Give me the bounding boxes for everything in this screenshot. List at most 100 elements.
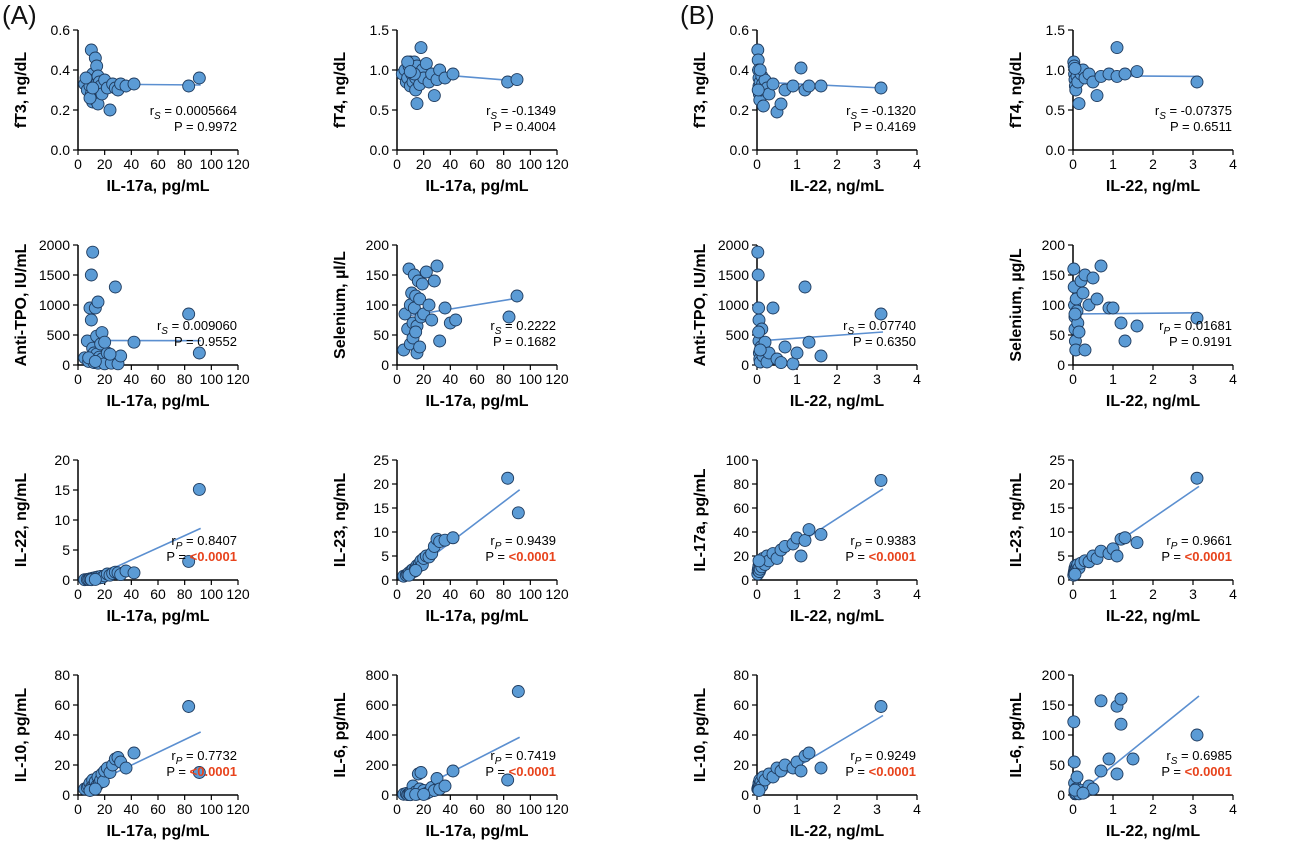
y-tick-label: 0.5 bbox=[370, 102, 390, 118]
data-point bbox=[778, 340, 792, 354]
y-tick-label: 0 bbox=[741, 572, 749, 588]
y-tick-label: 50 bbox=[1049, 327, 1065, 343]
p-value: P = 0.9552 bbox=[174, 334, 237, 349]
correlation-stat: rP = 0.9661 bbox=[1166, 533, 1232, 552]
data-point bbox=[1070, 770, 1084, 784]
data-point bbox=[410, 97, 424, 111]
data-point bbox=[1068, 567, 1082, 581]
data-point bbox=[192, 482, 206, 496]
x-tick-label: 2 bbox=[1149, 801, 1157, 817]
y-tick-label: 20 bbox=[733, 548, 749, 564]
data-point bbox=[1190, 728, 1204, 742]
data-point bbox=[419, 265, 433, 279]
data-point bbox=[419, 57, 433, 71]
y-tick-label: 1500 bbox=[718, 267, 749, 283]
correlation-stat: rP = 0.8407 bbox=[171, 533, 237, 552]
data-point bbox=[430, 259, 444, 273]
data-point bbox=[1068, 307, 1082, 321]
data-point bbox=[413, 292, 427, 306]
y-tick-label: 60 bbox=[733, 500, 749, 516]
scatter-plot-12: 0 1 2 3 4 0 5 10 15 20 25 IL-22, ng/mL IL-23, ng/mL r… bbox=[1008, 452, 1237, 625]
x-tick-label: 4 bbox=[1229, 586, 1237, 602]
data-point bbox=[433, 334, 447, 348]
x-tick-label: 100 bbox=[200, 156, 224, 172]
y-tick-label: 0 bbox=[381, 572, 389, 588]
correlation-stat: rS = -0.1349 bbox=[486, 103, 556, 122]
data-point bbox=[752, 325, 766, 339]
y-axis-label: IL-6, pg/mL bbox=[1008, 692, 1025, 778]
x-tick-label: 1 bbox=[793, 371, 801, 387]
data-point bbox=[417, 787, 431, 801]
data-point bbox=[1090, 292, 1104, 306]
y-tick-label: 200 bbox=[1042, 237, 1066, 253]
data-point bbox=[1072, 97, 1086, 111]
data-point bbox=[1130, 65, 1144, 79]
x-tick-label: 20 bbox=[97, 371, 113, 387]
data-point bbox=[1190, 471, 1204, 485]
x-tick-label: 60 bbox=[150, 586, 166, 602]
data-point bbox=[413, 340, 427, 354]
y-tick-label: 50 bbox=[373, 327, 389, 343]
x-axis-label: IL-17a, pg/mL bbox=[106, 393, 209, 410]
x-tick-label: 20 bbox=[97, 586, 113, 602]
correlation-stat: rP = 0.9439 bbox=[490, 533, 556, 552]
x-tick-label: 80 bbox=[496, 371, 512, 387]
p-value: P = 0.4004 bbox=[493, 119, 556, 134]
data-point bbox=[511, 506, 525, 520]
y-tick-label: 40 bbox=[733, 727, 749, 743]
data-point bbox=[1090, 89, 1104, 103]
p-value: P = 0.1682 bbox=[493, 334, 556, 349]
data-point bbox=[1067, 715, 1081, 729]
x-tick-label: 1 bbox=[1109, 801, 1117, 817]
scatter-plot-1: 0 20 40 60 80 100 120 0.0 0.2 0.4 0.6 IL-17a, pg/mL… bbox=[13, 22, 250, 195]
x-tick-label: 2 bbox=[1149, 586, 1157, 602]
x-tick-label: 100 bbox=[519, 801, 543, 817]
data-point bbox=[446, 531, 460, 545]
x-tick-label: 60 bbox=[469, 586, 485, 602]
data-point bbox=[874, 81, 888, 95]
p-value: P = 0.6350 bbox=[853, 334, 916, 349]
x-tick-label: 1 bbox=[1109, 586, 1117, 602]
data-point bbox=[192, 346, 206, 360]
correlation-stat: rS = 0.0005664 bbox=[150, 103, 237, 122]
y-tick-label: 0 bbox=[1057, 572, 1065, 588]
y-tick-label: 40 bbox=[54, 727, 70, 743]
y-tick-label: 500 bbox=[726, 327, 750, 343]
x-axis-label: IL-22, ng/mL bbox=[790, 608, 884, 625]
x-tick-label: 1 bbox=[793, 586, 801, 602]
p-value: P = <0.0001 bbox=[1161, 764, 1232, 779]
y-tick-label: 50 bbox=[1049, 757, 1065, 773]
p-value: P = 0.6511 bbox=[1170, 119, 1232, 134]
y-tick-label: 100 bbox=[1042, 727, 1066, 743]
y-tick-label: 10 bbox=[54, 512, 70, 528]
y-tick-label: 5 bbox=[381, 548, 389, 564]
y-tick-label: 20 bbox=[373, 476, 389, 492]
x-tick-label: 120 bbox=[545, 156, 569, 172]
x-tick-label: 40 bbox=[443, 801, 459, 817]
data-point bbox=[108, 280, 122, 294]
y-tick-label: 400 bbox=[366, 727, 390, 743]
x-tick-label: 100 bbox=[200, 586, 224, 602]
correlation-stat: rP = 0.7732 bbox=[171, 748, 237, 767]
y-tick-label: 0 bbox=[381, 357, 389, 373]
data-point bbox=[1118, 67, 1132, 81]
x-axis-label: IL-22, ng/mL bbox=[1106, 178, 1200, 195]
y-tick-label: 0.0 bbox=[51, 142, 71, 158]
y-tick-label: 150 bbox=[1042, 267, 1066, 283]
x-tick-label: 0 bbox=[753, 586, 761, 602]
x-tick-label: 80 bbox=[177, 586, 193, 602]
y-tick-label: 20 bbox=[54, 452, 70, 468]
data-point bbox=[86, 81, 100, 95]
regression-line bbox=[756, 331, 884, 342]
data-point bbox=[814, 79, 828, 93]
data-point bbox=[774, 356, 788, 370]
x-tick-label: 4 bbox=[913, 371, 921, 387]
y-tick-label: 20 bbox=[1049, 476, 1065, 492]
data-point bbox=[1067, 755, 1081, 769]
data-point bbox=[114, 349, 128, 363]
x-tick-label: 0 bbox=[74, 801, 82, 817]
x-tick-label: 60 bbox=[469, 371, 485, 387]
x-tick-label: 1 bbox=[1109, 156, 1117, 172]
data-point bbox=[752, 554, 766, 568]
x-tick-label: 20 bbox=[416, 371, 432, 387]
